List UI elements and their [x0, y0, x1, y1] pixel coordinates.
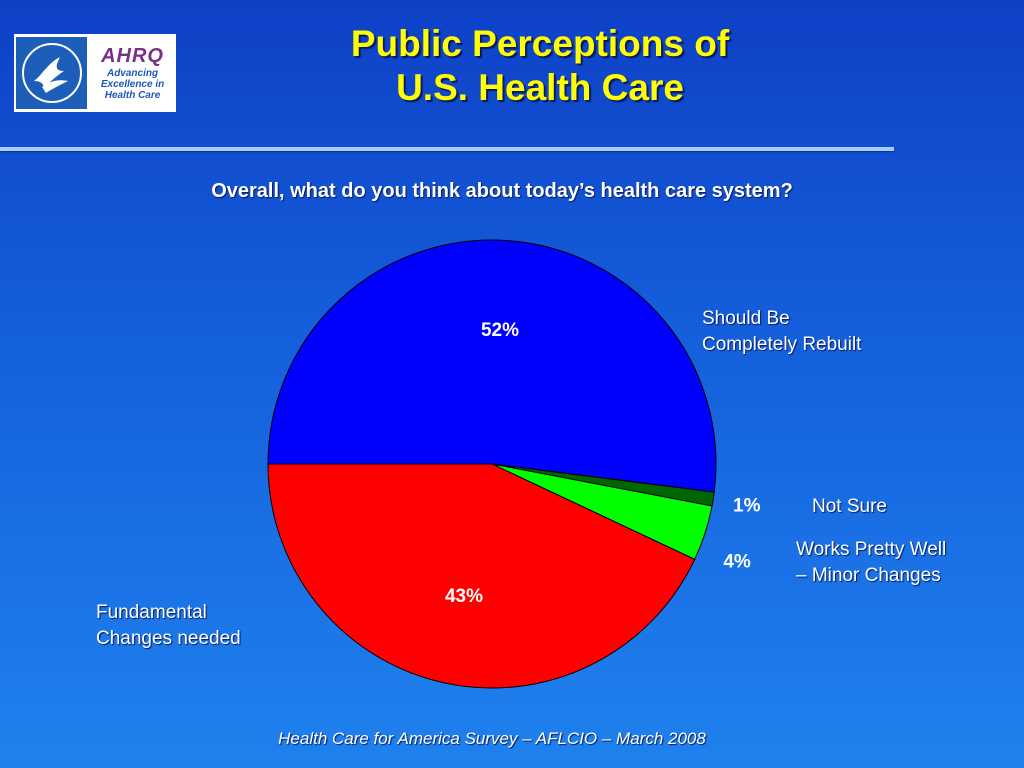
pie-value-label-fundamental: 43%: [445, 586, 483, 607]
title-divider: [0, 147, 894, 151]
ahrq-logo: AHRQ Advancing Excellence in Health Care: [91, 37, 174, 109]
survey-question: Overall, what do you think about today’s…: [211, 180, 793, 202]
legend-fundamental: Fundamental Changes needed: [96, 600, 241, 652]
slide-title: Public Perceptions of U.S. Health Care: [200, 22, 880, 110]
slide-title-line2: U.S. Health Care: [396, 67, 684, 108]
ahrq-tagline: Advancing Excellence in Health Care: [100, 67, 165, 101]
legend-works-well: Works Pretty Well – Minor Changes: [796, 537, 946, 589]
legend-works-line1: Works Pretty Well: [796, 539, 947, 560]
pie-slice-fundamental: [267, 463, 696, 689]
legend-not-sure: Not Sure: [812, 496, 887, 517]
legend-rebuilt-line1: Should Be: [702, 308, 790, 329]
pie-value-label-works-well: 4%: [723, 552, 751, 573]
legend-rebuilt-line2: Completely Rebuilt: [702, 334, 862, 355]
ahrq-wordmark: AHRQ: [101, 44, 164, 67]
slide-title-line1: Public Perceptions of: [350, 23, 730, 64]
legend-rebuilt: Should Be Completely Rebuilt: [702, 306, 861, 358]
legend-fundamental-line2: Changes needed: [96, 628, 241, 649]
legend-fundamental-line1: Fundamental: [96, 602, 207, 623]
source-citation: Health Care for America Survey – AFLCIO …: [278, 729, 706, 748]
legend-works-line2: – Minor Changes: [796, 565, 941, 586]
logo-panel: AHRQ Advancing Excellence in Health Care: [14, 34, 176, 112]
pie-value-label-rebuilt: 52%: [481, 320, 519, 341]
pie-value-label-not-sure: 1%: [733, 495, 761, 516]
hhs-seal-logo: [16, 37, 88, 109]
eagle-icon: [21, 43, 82, 103]
pie-slice-rebuilt: [267, 239, 717, 493]
